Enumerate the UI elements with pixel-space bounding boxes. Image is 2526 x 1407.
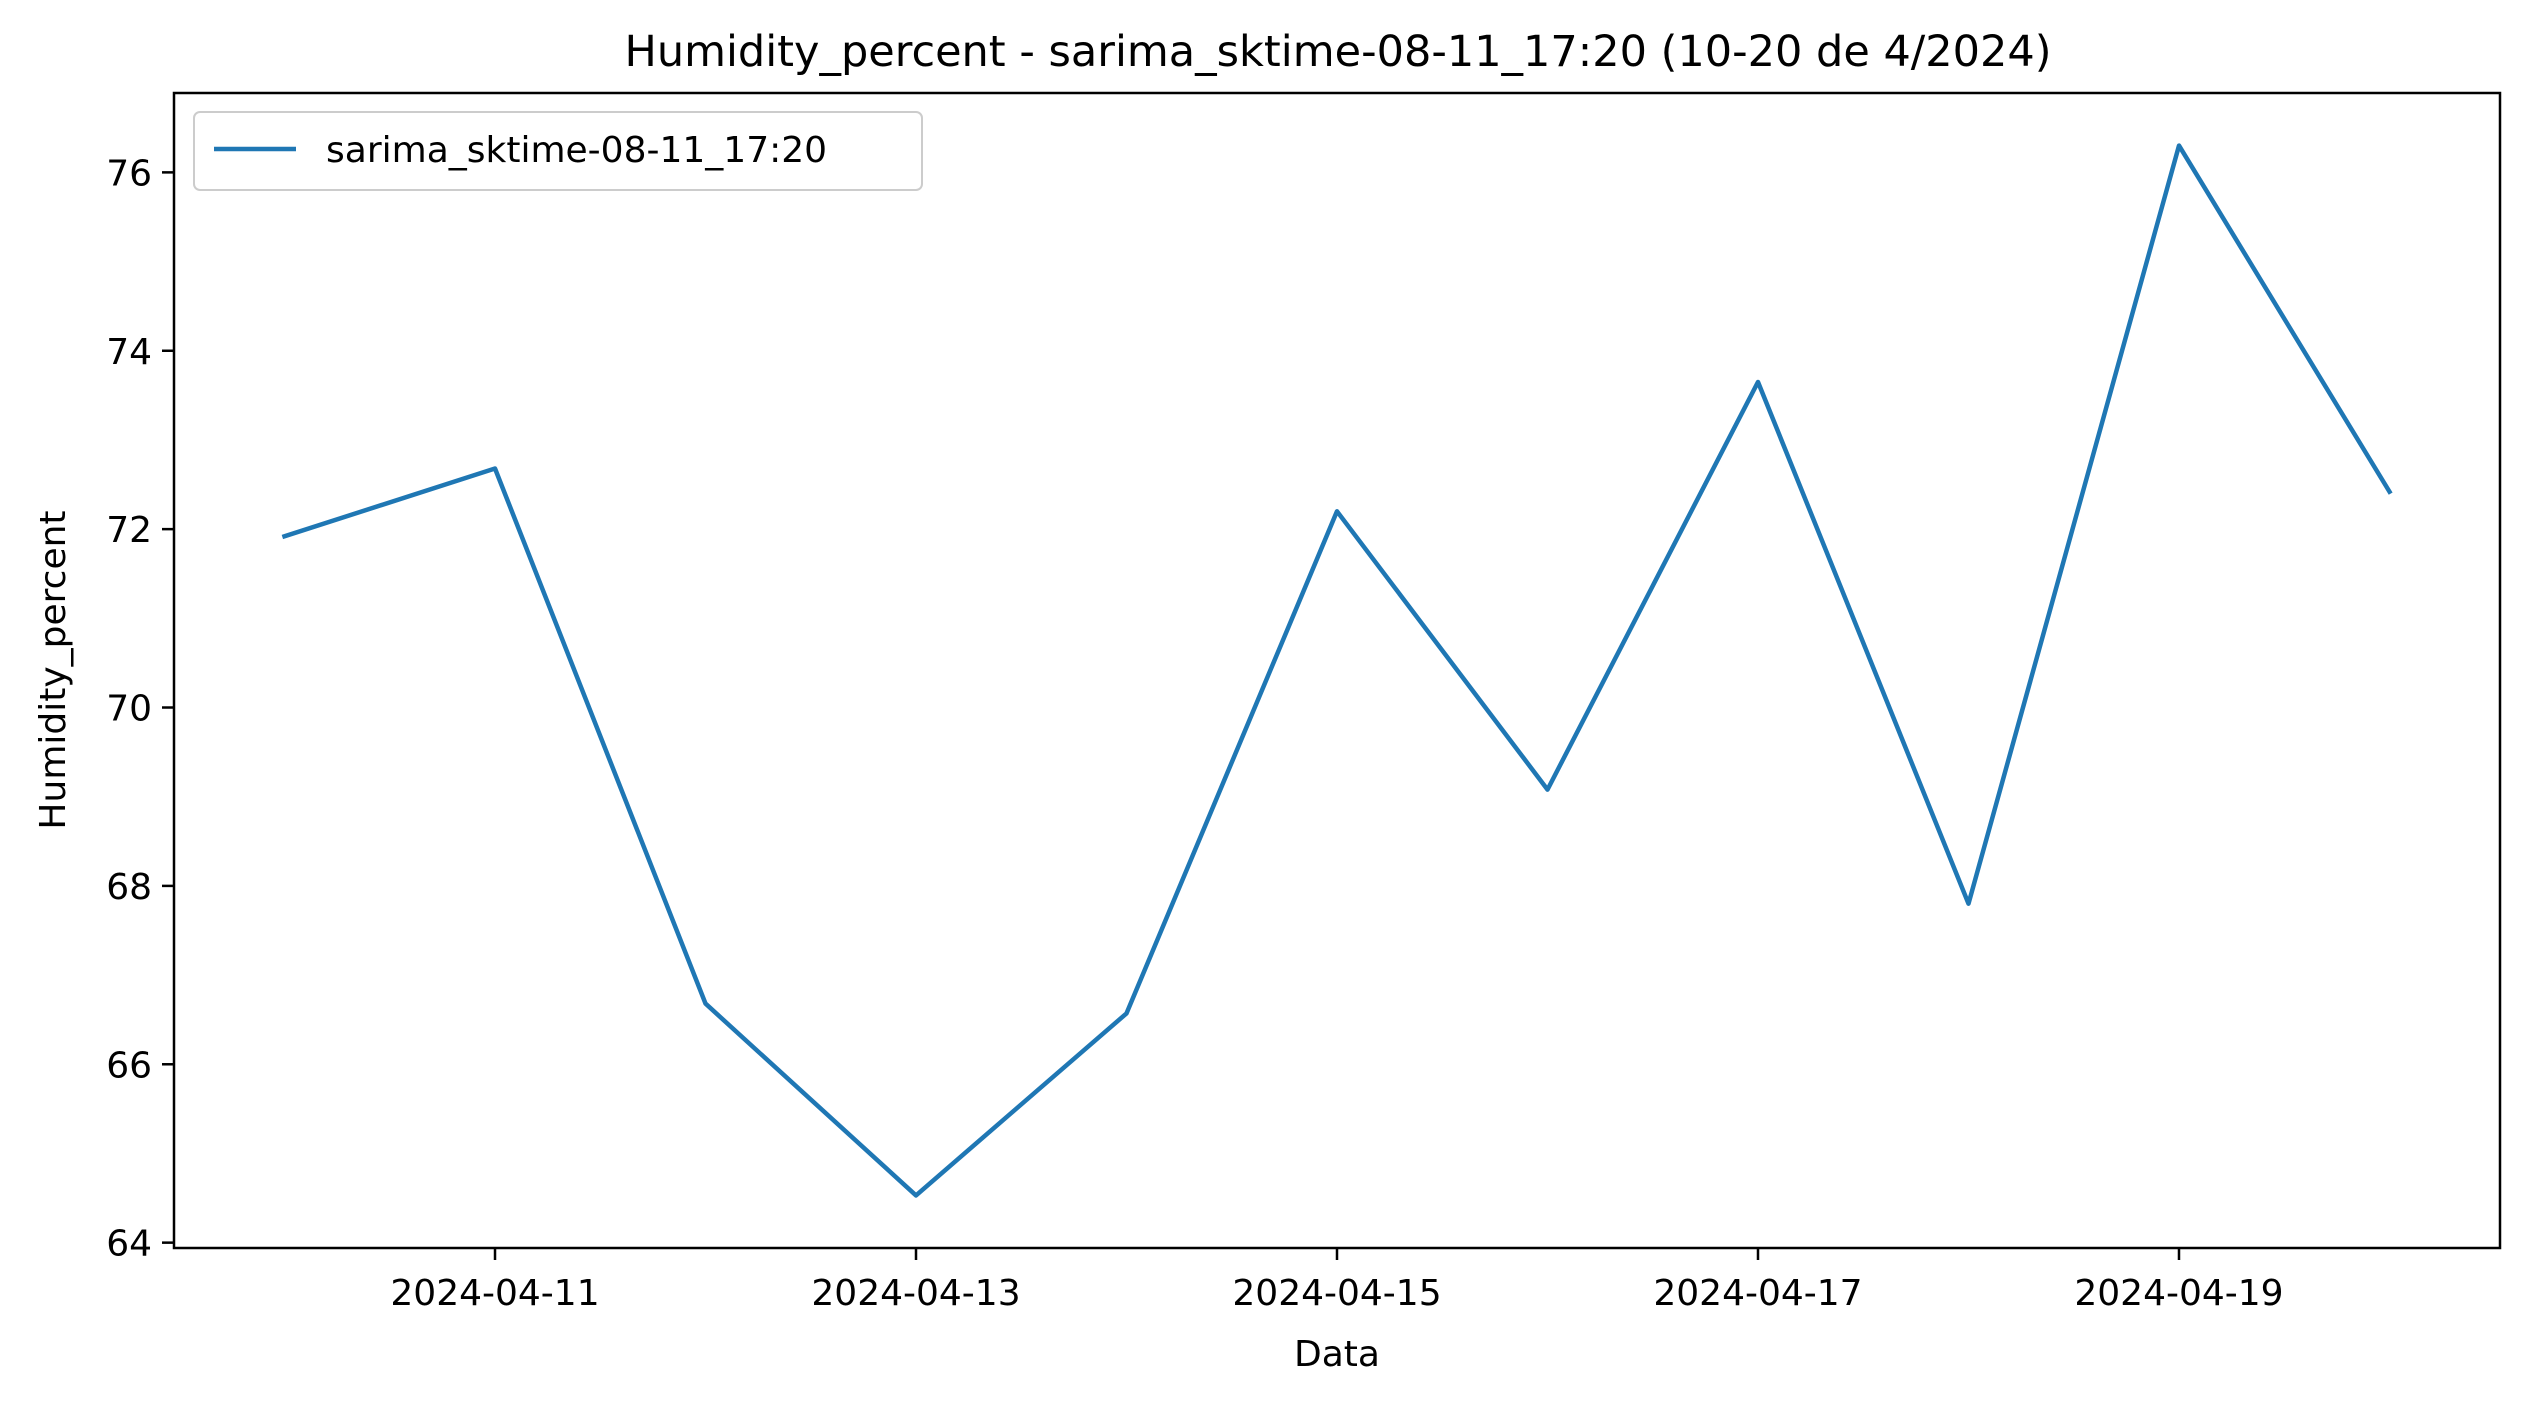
y-axis: 64 66 68 70 72 74 76	[106, 153, 174, 1265]
y-tick-label: 70	[106, 689, 152, 730]
y-tick-label: 74	[106, 332, 152, 373]
x-tick-label: 2024-04-11	[390, 1273, 599, 1314]
y-tick-label: 76	[106, 153, 152, 194]
y-axis-title: Humidity_percent	[33, 510, 74, 829]
x-axis: 2024-04-11 2024-04-13 2024-04-15 2024-04-17…	[390, 1248, 2284, 1314]
x-axis-title: Data	[1294, 1334, 1380, 1375]
series-line-0	[281, 143, 2393, 1198]
y-tick-label: 72	[106, 510, 152, 551]
x-tick-label: 2024-04-15	[1232, 1273, 1441, 1314]
y-tick-label: 66	[106, 1045, 152, 1086]
x-tick-label: 2024-04-19	[2074, 1273, 2283, 1314]
chart-title: Humidity_percent - sarima_sktime-08-11_1…	[625, 27, 2052, 77]
y-tick-label: 64	[106, 1224, 152, 1265]
y-tick-label: 68	[106, 867, 152, 908]
x-tick-label: 2024-04-13	[811, 1273, 1020, 1314]
series-layer	[281, 143, 2393, 1198]
legend: sarima_sktime-08-11_17:20	[193, 111, 923, 191]
legend-box	[193, 111, 923, 191]
x-tick-label: 2024-04-17	[1653, 1273, 1862, 1314]
legend-label: sarima_sktime-08-11_17:20	[326, 130, 827, 171]
